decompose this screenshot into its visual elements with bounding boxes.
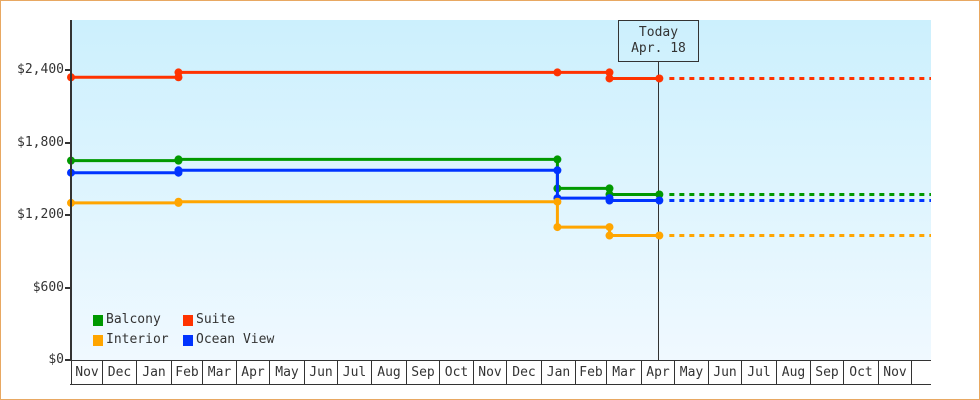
- month-cell: Mar: [202, 361, 236, 384]
- month-label: Jun: [309, 364, 333, 380]
- data-point-marker[interactable]: [605, 223, 614, 232]
- data-point-marker[interactable]: [553, 197, 562, 206]
- today-marker-box: Today Apr. 18: [618, 20, 699, 62]
- month-cell: Feb: [575, 361, 606, 384]
- month-cell: Apr: [236, 361, 269, 384]
- y-tick-label: $1,200: [17, 207, 64, 222]
- month-cell: Aug: [371, 361, 406, 384]
- series-interior: [67, 197, 931, 240]
- month-cell: Feb: [171, 361, 202, 384]
- month-cell: Oct: [439, 361, 473, 384]
- month-label: Jul: [747, 364, 771, 380]
- month-cell: May: [674, 361, 708, 384]
- legend-item-suite[interactable]: Suite: [183, 313, 235, 327]
- month-label: Apr: [646, 364, 670, 380]
- data-point-marker[interactable]: [174, 166, 183, 175]
- data-point-marker[interactable]: [655, 196, 664, 205]
- data-point-marker[interactable]: [605, 184, 614, 193]
- month-label: Mar: [207, 364, 232, 380]
- month-label: Oct: [444, 364, 469, 380]
- month-label: Apr: [241, 364, 265, 380]
- legend-item-ocean-view[interactable]: Ocean View: [183, 333, 274, 347]
- month-cell: Jul: [741, 361, 776, 384]
- month-cell: Jul: [337, 361, 371, 384]
- month-cell: Oct: [843, 361, 878, 384]
- data-point-marker[interactable]: [174, 68, 183, 77]
- month-cell: Apr: [641, 361, 674, 384]
- data-point-marker[interactable]: [655, 190, 664, 199]
- data-point-marker[interactable]: [605, 231, 614, 240]
- balcony-swatch-icon: [93, 314, 103, 326]
- legend-label: Ocean View: [196, 332, 275, 347]
- month-label: Nov: [75, 364, 99, 380]
- month-cell: Sep: [406, 361, 439, 384]
- interior-swatch-icon: [93, 334, 103, 346]
- month-label: Mar: [612, 364, 636, 380]
- month-label: Feb: [175, 364, 199, 380]
- series-suite: [67, 68, 931, 83]
- data-point-marker[interactable]: [174, 155, 183, 164]
- y-tick-label: $2,400: [17, 62, 64, 77]
- legend-item-balcony[interactable]: Balcony: [93, 313, 161, 327]
- y-tick-label: $1,800: [17, 135, 64, 150]
- month-cell: Mar: [606, 361, 641, 384]
- series-lines: [67, 68, 931, 240]
- plot-area: [72, 20, 931, 360]
- legend-label: Suite: [196, 312, 236, 327]
- month-label: Dec: [107, 364, 132, 380]
- month-cell: Dec: [506, 361, 541, 384]
- month-cell: Nov: [71, 361, 102, 384]
- y-tick-label: $600: [32, 280, 64, 295]
- month-cell: Jun: [304, 361, 337, 384]
- month-cell: Nov: [878, 361, 912, 384]
- month-cell: Sep: [810, 361, 843, 384]
- month-label: Aug: [781, 364, 806, 380]
- data-point-marker[interactable]: [553, 223, 562, 232]
- data-point-marker[interactable]: [605, 68, 614, 77]
- data-point-marker[interactable]: [655, 231, 664, 240]
- data-point-marker[interactable]: [553, 166, 562, 175]
- month-label: Aug: [377, 364, 401, 380]
- data-point-marker[interactable]: [553, 68, 562, 77]
- today-date: Apr. 18: [631, 41, 686, 56]
- legend-item-interior[interactable]: Interior: [93, 333, 169, 347]
- month-label: Jan: [546, 364, 571, 380]
- series-ocean-view: [67, 166, 931, 205]
- ocean-view-swatch-icon: [183, 334, 193, 346]
- month-cell: Aug: [776, 361, 810, 384]
- legend-label: Interior: [106, 332, 169, 347]
- data-point-marker[interactable]: [174, 197, 183, 206]
- suite-swatch-icon: [183, 314, 193, 326]
- data-point-marker[interactable]: [605, 196, 614, 205]
- data-point-marker[interactable]: [553, 155, 562, 164]
- month-label: Dec: [512, 364, 536, 380]
- month-label: Nov: [478, 364, 502, 380]
- month-label: May: [679, 364, 704, 380]
- y-axis: [65, 20, 931, 385]
- month-label: Sep: [815, 364, 839, 380]
- month-cell: Jun: [708, 361, 741, 384]
- month-label: Feb: [579, 364, 603, 380]
- month-label: Oct: [849, 364, 873, 380]
- month-cell: Jan: [541, 361, 575, 384]
- month-label: Nov: [883, 364, 907, 380]
- month-label: Sep: [411, 364, 435, 380]
- month-cell: Nov: [473, 361, 506, 384]
- y-tick-label: $0: [48, 352, 64, 367]
- data-point-marker[interactable]: [655, 74, 664, 83]
- today-label: Today: [638, 25, 679, 40]
- month-label: May: [275, 364, 299, 380]
- month-cell: Jan: [136, 361, 171, 384]
- month-label: Jul: [342, 364, 367, 380]
- month-label: Jan: [142, 364, 166, 380]
- month-cell: Dec: [102, 361, 136, 384]
- legend-label: Balcony: [106, 312, 161, 327]
- data-point-marker[interactable]: [605, 74, 614, 83]
- month-label: Jun: [713, 364, 737, 380]
- month-cell: May: [269, 361, 304, 384]
